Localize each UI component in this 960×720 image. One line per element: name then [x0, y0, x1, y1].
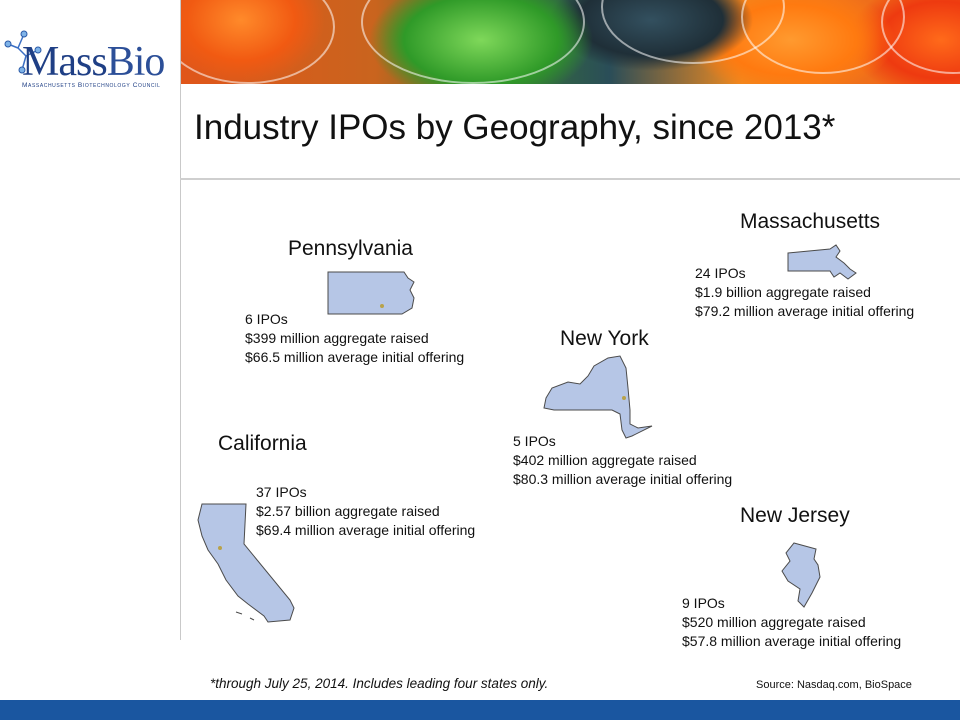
- footer-bar: [0, 700, 960, 720]
- logo-wordmark: MassBio: [22, 39, 165, 85]
- stats-new-jersey: 9 IPOs $520 million aggregate raised $57…: [682, 594, 901, 651]
- aggregate-raised: $399 million aggregate raised: [245, 330, 429, 346]
- average-offering: $57.8 million average initial offering: [682, 633, 902, 649]
- ipo-count: 24 IPOs: [695, 265, 746, 281]
- stats-pennsylvania: 6 IPOs $399 million aggregate raised $66…: [245, 310, 464, 367]
- aggregate-raised: $402 million aggregate raised: [513, 452, 697, 468]
- molecule-icon: [4, 30, 42, 74]
- aggregate-raised: $520 million aggregate raised: [682, 614, 866, 630]
- footnote: *through July 25, 2014. Includes leading…: [210, 676, 549, 691]
- state-name-pennsylvania: Pennsylvania: [288, 237, 413, 260]
- average-offering: $69.4 million average initial offering: [256, 522, 476, 538]
- california-map: [197, 503, 295, 623]
- average-offering: $79.2 million average initial offering: [695, 303, 915, 319]
- stats-california: 37 IPOs $2.57 billion aggregate raised $…: [256, 483, 475, 540]
- new-york-map: [543, 355, 653, 439]
- ipo-count: 5 IPOs: [513, 433, 556, 449]
- state-name-new-jersey: New Jersey: [740, 504, 850, 527]
- stats-new-york: 5 IPOs $402 million aggregate raised $80…: [513, 432, 732, 489]
- source-citation: Source: Nasdaq.com, BioSpace: [756, 679, 912, 691]
- aggregate-raised: $1.9 billion aggregate raised: [695, 284, 871, 300]
- ipo-count: 9 IPOs: [682, 595, 725, 611]
- aggregate-raised: $2.57 billion aggregate raised: [256, 503, 440, 519]
- new-jersey-map: [781, 542, 821, 608]
- page-title: Industry IPOs by Geography, since 2013*: [194, 108, 836, 147]
- state-name-massachusetts: Massachusetts: [740, 210, 881, 233]
- title-divider: [180, 178, 960, 180]
- state-name-new-york: New York: [560, 327, 649, 350]
- average-offering: $66.5 million average initial offering: [245, 349, 465, 365]
- ipo-count: 6 IPOs: [245, 311, 288, 327]
- logo-subtitle: Massachusetts Biotechnology Council: [22, 82, 161, 89]
- average-offering: $80.3 million average initial offering: [513, 471, 733, 487]
- header-banner-image: [181, 0, 960, 84]
- ipo-count: 37 IPOs: [256, 484, 307, 500]
- stats-massachusetts: 24 IPOs $1.9 billion aggregate raised $7…: [695, 264, 914, 321]
- state-name-california: California: [218, 432, 307, 455]
- massachusetts-map: [787, 244, 857, 280]
- massbio-logo: MassBio Massachusetts Biotechnology Coun…: [0, 20, 178, 100]
- left-divider: [180, 0, 181, 640]
- pennsylvania-map: [327, 271, 415, 315]
